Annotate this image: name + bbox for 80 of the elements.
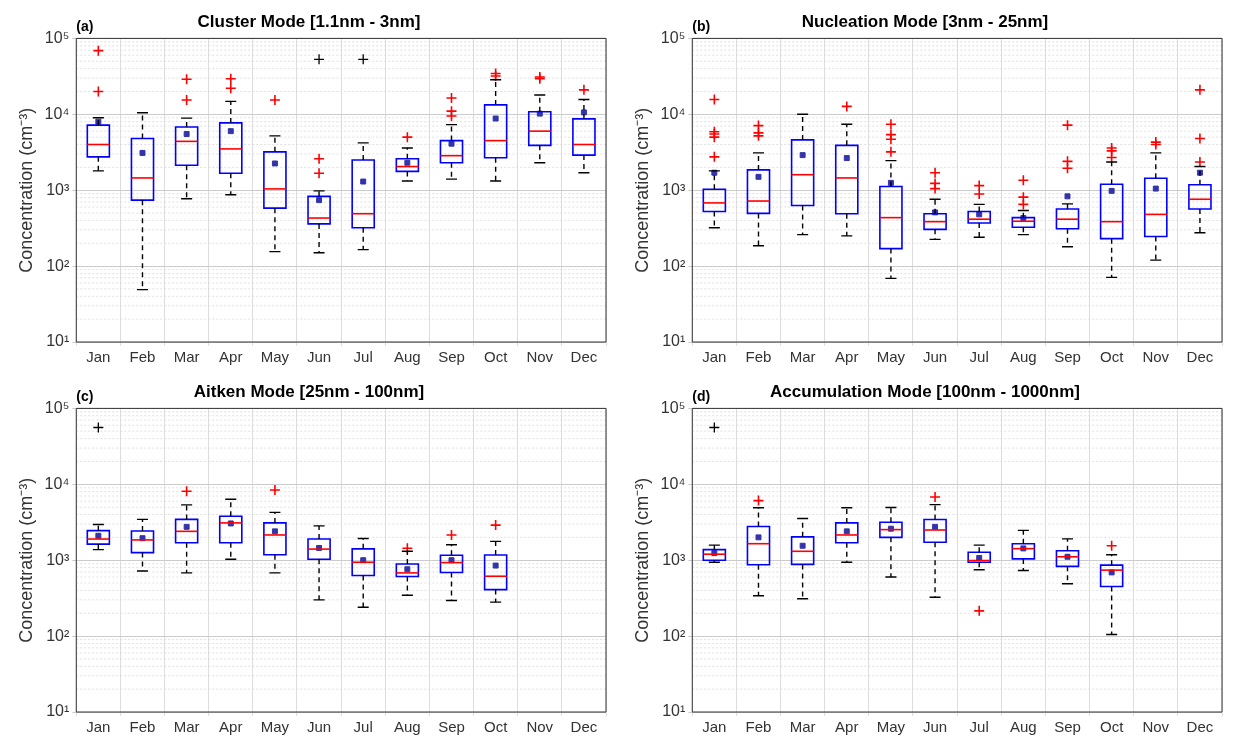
x-tick-label: Apr (835, 718, 859, 736)
x-tick-label: Feb (745, 348, 772, 366)
chart-title: Cluster Mode [1.1nm - 3nm] (197, 11, 421, 31)
y-tick-label: 10⁴ (660, 104, 686, 122)
y-tick-label: 10¹ (662, 332, 686, 350)
x-tick-label: Jul (969, 718, 989, 736)
y-tick-label: 10¹ (662, 702, 686, 720)
x-tick-label: Feb (129, 718, 156, 736)
text: (c) (76, 388, 94, 405)
y-tick-label: 10⁴ (660, 474, 686, 492)
x-tick-label: Mar (789, 718, 816, 736)
x-tick-label: May (260, 718, 290, 736)
x-tick-label: Mar (173, 718, 200, 736)
y-tick-label: 10⁴ (44, 104, 70, 122)
text: (a) (76, 18, 94, 35)
x-tick-label: Nov (1142, 718, 1170, 736)
y-tick-label: 10⁵ (44, 28, 70, 46)
x-tick-label: Jan (702, 348, 727, 366)
x-tick-label: Oct (1099, 718, 1125, 736)
x-tick-label: Apr (219, 718, 243, 736)
y-axis-title: Concentration (cm⁻³) (631, 477, 652, 643)
y-tick-label: 10² (662, 626, 686, 644)
x-tick-label: May (876, 718, 906, 736)
x-tick-label: Feb (129, 348, 156, 366)
x-tick-label: Jul (969, 348, 989, 366)
x-tick-label: Dec (1186, 718, 1214, 736)
y-tick-label: 10¹ (46, 332, 70, 350)
x-tick-label: Sep (438, 718, 465, 736)
x-tick-label: Jun (922, 348, 948, 366)
x-tick-label: Jul (353, 348, 373, 366)
y-tick-label: 10¹ (46, 702, 70, 720)
x-tick-label: Dec (1186, 348, 1214, 366)
x-tick-label: Jul (353, 718, 373, 736)
text: (b) (692, 18, 711, 35)
x-tick-label: Nov (526, 718, 554, 736)
x-tick-label: Mar (173, 348, 200, 366)
x-tick-label: Apr (835, 348, 859, 366)
y-tick-label: 10⁵ (44, 398, 70, 416)
x-tick-label: Mar (789, 348, 816, 366)
chart-title: Aitken Mode [25nm - 100nm] (193, 381, 425, 401)
x-tick-label: Apr (219, 348, 243, 366)
x-tick-label: Jun (306, 348, 332, 366)
x-tick-label: Jun (922, 718, 948, 736)
x-tick-label: Oct (483, 348, 509, 366)
y-tick-label: 10⁴ (44, 474, 70, 492)
text: (d) (692, 388, 711, 405)
chart-title: Nucleation Mode [3nm - 25nm] (801, 11, 1049, 31)
x-tick-label: Sep (1054, 348, 1081, 366)
y-tick-label: 10⁵ (660, 398, 686, 416)
x-tick-label: Jan (86, 718, 111, 736)
y-tick-label: 10² (46, 626, 70, 644)
x-tick-label: Feb (745, 718, 772, 736)
x-tick-label: Dec (570, 718, 598, 736)
x-tick-label: Oct (483, 718, 509, 736)
x-tick-label: Nov (526, 348, 554, 366)
y-tick-label: 10² (662, 256, 686, 274)
x-tick-label: Oct (1099, 348, 1125, 366)
x-tick-label: Jan (702, 718, 727, 736)
x-tick-label: Dec (570, 348, 598, 366)
y-axis-title: Concentration (cm⁻³) (15, 107, 36, 273)
x-tick-label: Aug (394, 718, 421, 736)
x-tick-label: Aug (1010, 348, 1037, 366)
x-tick-label: Nov (1142, 348, 1170, 366)
y-tick-label: 10³ (662, 180, 686, 198)
y-tick-label: 10³ (46, 180, 70, 198)
x-tick-label: Jun (306, 718, 332, 736)
x-tick-label: Sep (1054, 718, 1081, 736)
y-tick-label: 10³ (662, 550, 686, 568)
y-tick-label: 10² (46, 256, 70, 274)
x-tick-label: May (876, 348, 906, 366)
y-axis-title: Concentration (cm⁻³) (15, 477, 36, 643)
x-tick-label: Sep (438, 348, 465, 366)
y-tick-label: 10⁵ (660, 28, 686, 46)
x-tick-label: Aug (1010, 718, 1037, 736)
x-tick-label: Jan (86, 348, 111, 366)
y-tick-label: 10³ (46, 550, 70, 568)
x-tick-label: Aug (394, 348, 421, 366)
y-axis-title: Concentration (cm⁻³) (631, 107, 652, 273)
chart-title: Accumulation Mode [100nm - 1000nm] (770, 381, 1080, 401)
x-tick-label: May (260, 348, 290, 366)
